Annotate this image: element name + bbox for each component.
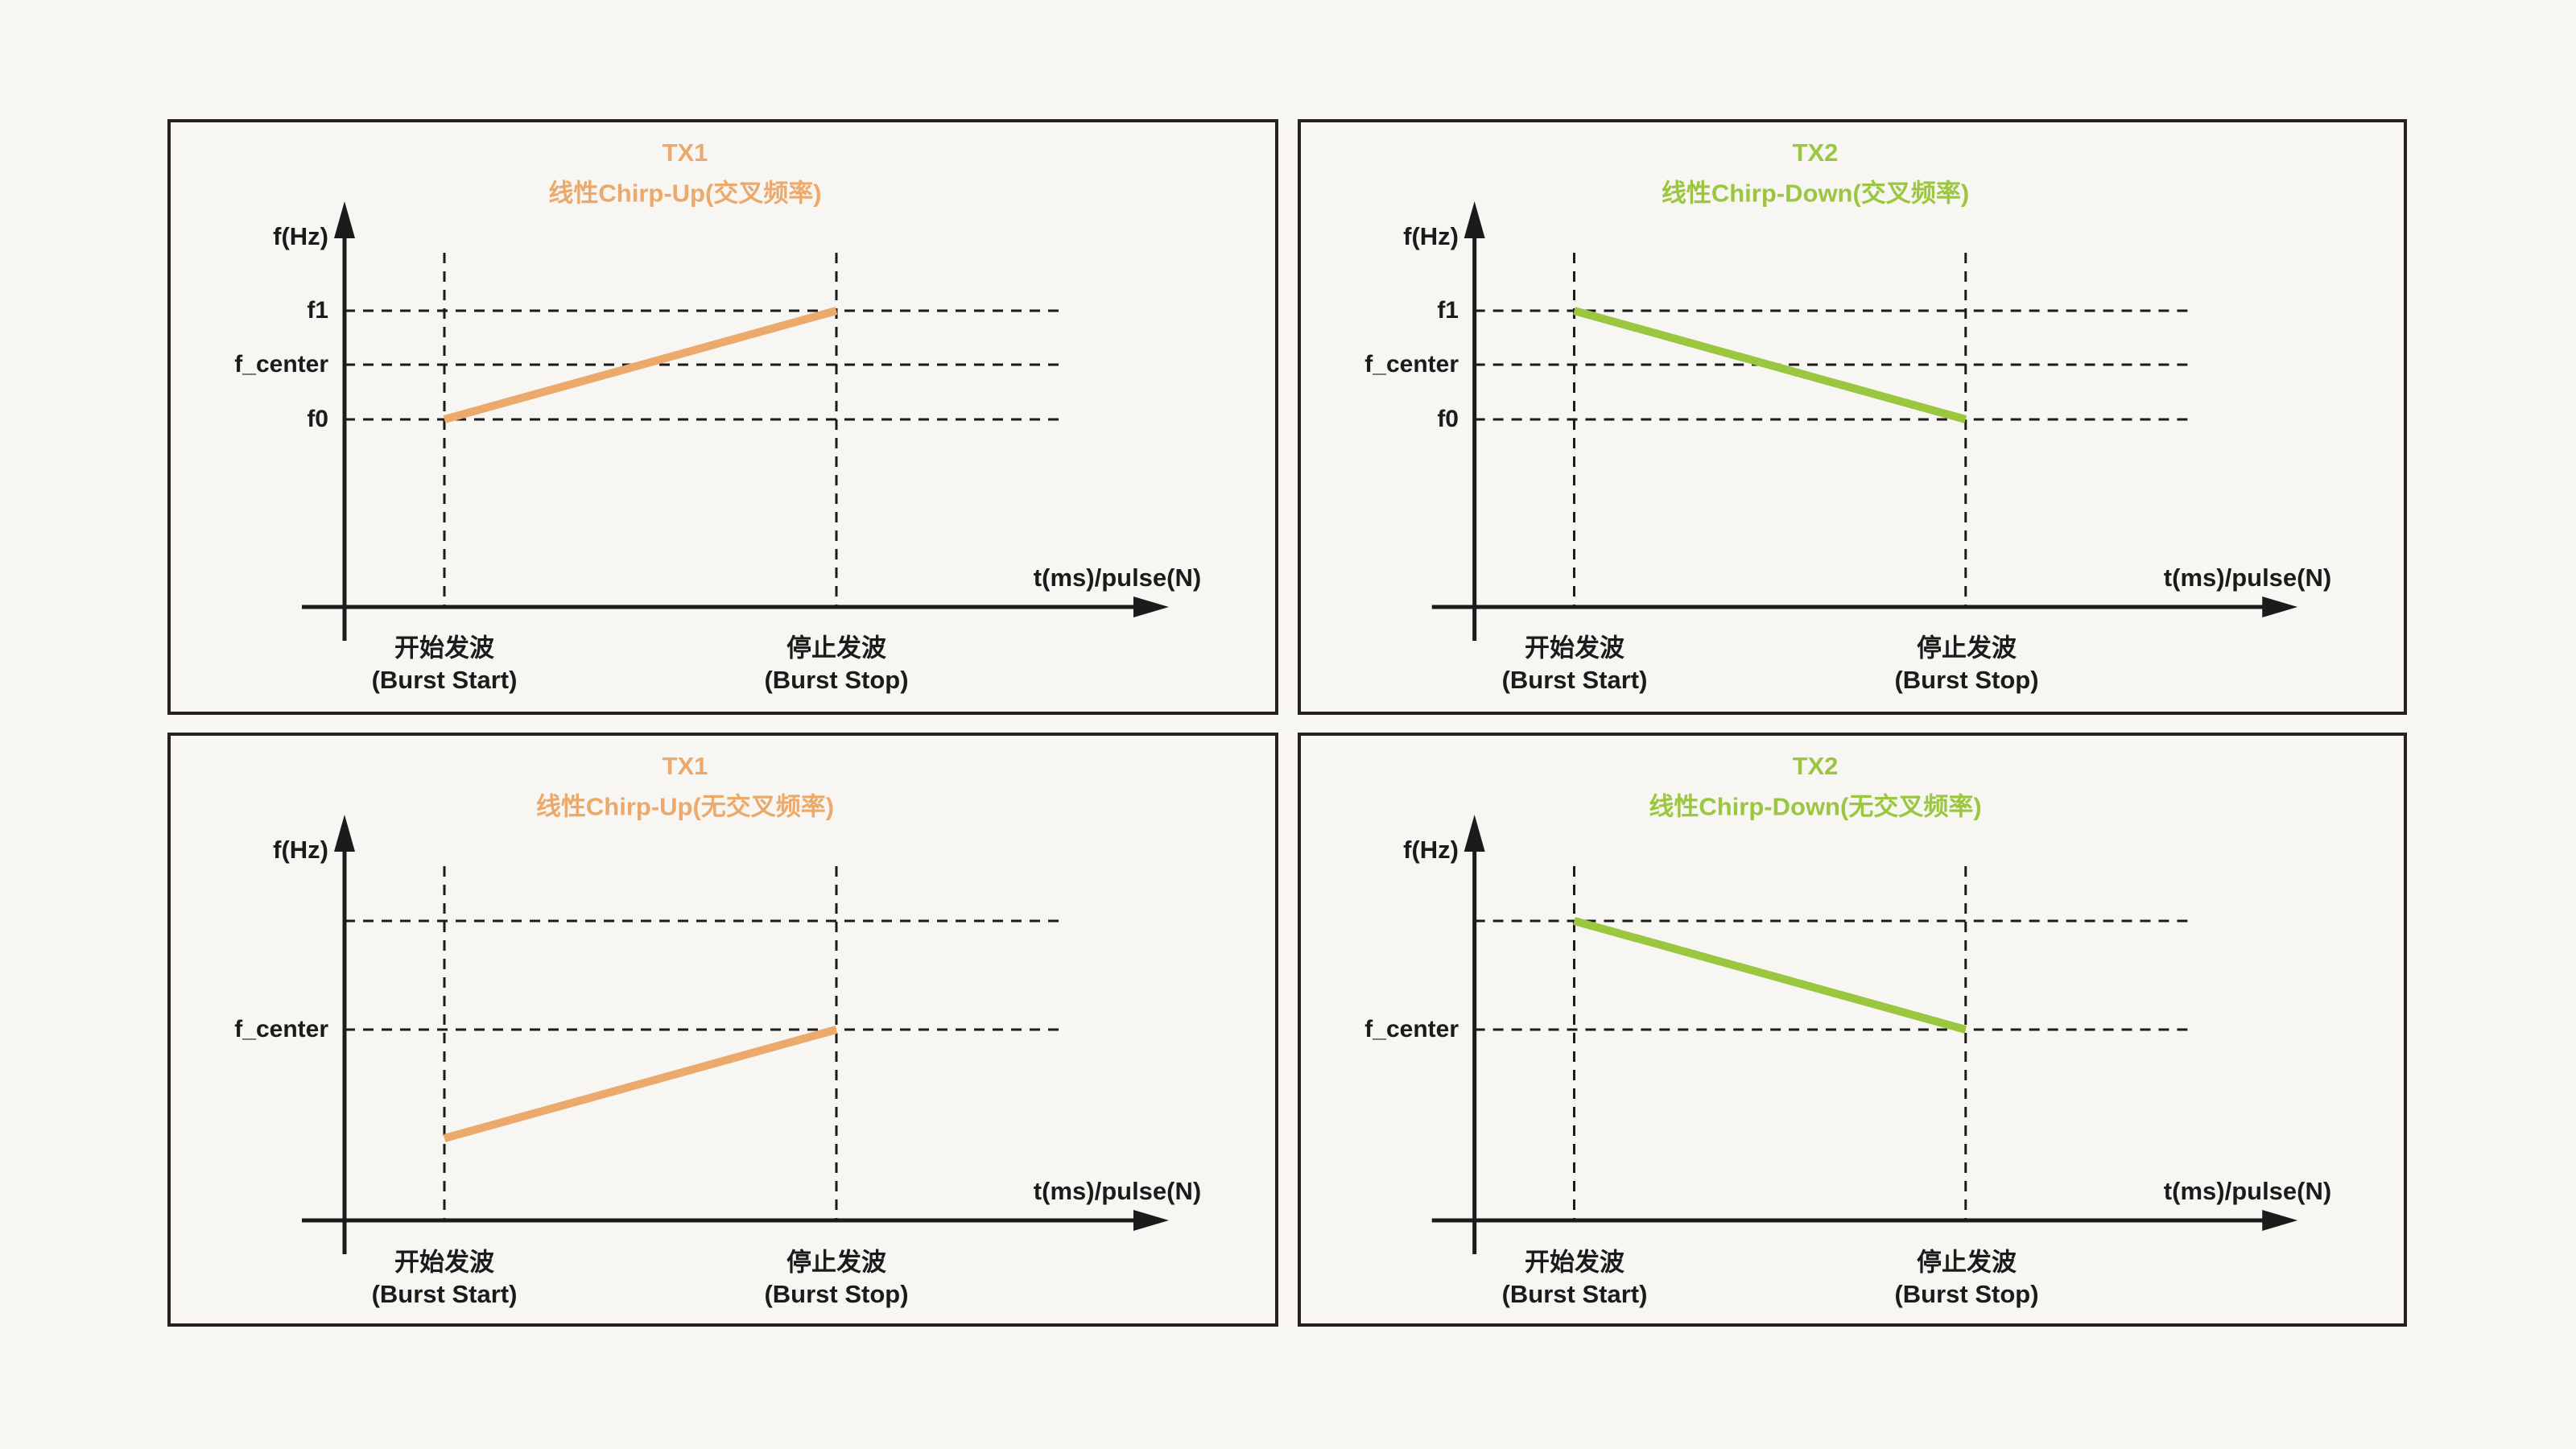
y-axis-arrowhead-icon [1463, 815, 1485, 852]
y-tick-f-center: f_center [234, 351, 328, 378]
y-tick-f-center: f_center [1364, 351, 1459, 378]
y-tick-f1: f1 [1437, 297, 1459, 324]
x-axis-arrowhead-icon [2262, 1210, 2298, 1231]
panel-title: TX2 [1792, 752, 1839, 780]
x-tick-burst-stop-zh: 停止发波 [786, 1248, 886, 1277]
panel-tx2-chirp-down-noncrossed: TX2 线性Chirp-Down(无交叉频率) f(Hz) f_center t… [1298, 733, 2407, 1327]
x-tick-burst-stop-en: (Burst Stop) [764, 1280, 909, 1308]
x-tick-burst-stop-zh: 停止发波 [1917, 1248, 2017, 1277]
y-axis-label: f(Hz) [273, 836, 328, 864]
x-tick-burst-start-en: (Burst Start) [1501, 666, 1648, 694]
chirp-line-tx1-up [443, 1026, 838, 1142]
x-axis-arrowhead-icon [2262, 597, 2298, 617]
y-tick-f-center: f_center [234, 1016, 328, 1042]
x-tick-burst-stop-en: (Burst Stop) [1894, 666, 2039, 694]
x-tick-burst-start-zh: 开始发波 [1525, 1248, 1624, 1277]
chirp-line-tx2-down [1573, 307, 1967, 423]
x-tick-burst-stop-en: (Burst Stop) [764, 666, 909, 694]
x-axis-label: t(ms)/pulse(N) [2163, 1177, 2332, 1205]
plot-tx2-crossed [1431, 201, 2298, 641]
x-tick-burst-start-en: (Burst Start) [371, 666, 518, 694]
panel-tx1-chirp-up-crossed: TX1 线性Chirp-Up(交叉频率) f(Hz) f1 f_center f… [167, 119, 1278, 715]
x-axis-arrowhead-icon [1133, 597, 1169, 617]
panel-subtitle: 线性Chirp-Down(交叉频率) [1661, 179, 1970, 208]
x-tick-burst-start-en: (Burst Start) [371, 1280, 518, 1308]
y-tick-f0: f0 [1437, 406, 1459, 432]
x-axis-arrowhead-icon [1133, 1210, 1169, 1231]
y-axis-label: f(Hz) [273, 222, 328, 250]
x-tick-burst-stop-zh: 停止发波 [1917, 634, 2017, 663]
y-axis-label: f(Hz) [1403, 222, 1459, 250]
chirp-line-tx2-down [1573, 917, 1967, 1034]
chirp-line-tx1-up [443, 307, 838, 423]
panel-subtitle: 线性Chirp-Up(无交叉频率) [535, 792, 835, 821]
x-tick-burst-start-zh: 开始发波 [394, 634, 494, 663]
y-tick-f0: f0 [307, 406, 328, 432]
y-tick-f1: f1 [307, 297, 328, 324]
panel-title: TX1 [662, 752, 708, 780]
y-axis-arrowhead-icon [334, 201, 355, 238]
y-tick-f-center: f_center [1364, 1016, 1459, 1042]
plot-tx2-noncrossed [1431, 815, 2298, 1254]
x-tick-burst-start-zh: 开始发波 [394, 1248, 494, 1277]
x-axis-label: t(ms)/pulse(N) [1033, 1177, 1202, 1205]
x-axis-label: t(ms)/pulse(N) [1033, 564, 1202, 592]
panel-title: TX1 [662, 138, 708, 167]
x-tick-burst-stop-en: (Burst Stop) [1894, 1280, 2039, 1308]
x-tick-burst-stop-zh: 停止发波 [786, 634, 886, 663]
y-axis-arrowhead-icon [334, 815, 355, 852]
y-axis-arrowhead-icon [1463, 201, 1485, 238]
panel-tx2-chirp-down-crossed: TX2 线性Chirp-Down(交叉频率) f(Hz) f1 f_center… [1298, 119, 2407, 715]
x-tick-burst-start-zh: 开始发波 [1525, 634, 1624, 663]
x-tick-burst-start-en: (Burst Start) [1501, 1280, 1648, 1308]
x-axis-label: t(ms)/pulse(N) [2163, 564, 2332, 592]
panel-subtitle: 线性Chirp-Down(无交叉频率) [1649, 792, 1982, 821]
plot-tx1-noncrossed [302, 815, 1169, 1254]
panel-title: TX2 [1792, 138, 1839, 167]
panel-tx1-chirp-up-noncrossed: TX1 线性Chirp-Up(无交叉频率) f(Hz) f_center t(m… [167, 733, 1278, 1327]
panel-subtitle: 线性Chirp-Up(交叉频率) [548, 179, 822, 208]
y-axis-label: f(Hz) [1403, 836, 1459, 864]
plot-tx1-crossed [302, 201, 1169, 641]
